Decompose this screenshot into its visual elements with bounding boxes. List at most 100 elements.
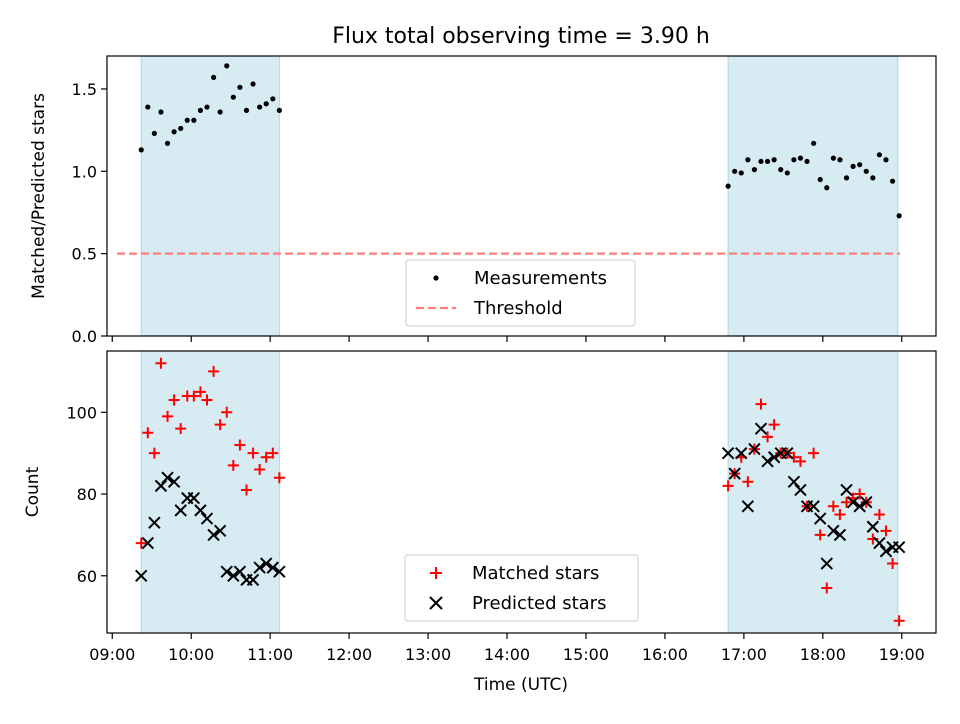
y-tick-label: 0.0 <box>72 327 97 346</box>
predicted-star-point <box>794 483 807 497</box>
predicted-star-point <box>781 446 794 460</box>
matched-star-point <box>273 472 285 484</box>
predicted-star-point <box>246 573 260 587</box>
measurement-point <box>889 178 896 184</box>
bottom-legend: Matched stars Predicted stars <box>404 554 639 622</box>
measurement-point <box>732 168 738 174</box>
measurement-point <box>797 155 804 161</box>
predicted-star-point <box>761 455 774 468</box>
predicted-star-point <box>213 524 227 538</box>
measurement-point <box>237 84 243 90</box>
y-tick-label: 0.5 <box>72 245 97 264</box>
predicted-star-point <box>807 500 820 513</box>
predicted-star-point <box>135 569 148 582</box>
matched-star-point <box>887 558 899 570</box>
predicted-star-point <box>227 569 240 582</box>
matched-star-point <box>755 398 767 410</box>
matched-star-point <box>768 419 780 431</box>
predicted-star-point <box>721 446 735 460</box>
matched-star-point <box>162 410 174 422</box>
y-tick-label: 1.5 <box>72 80 97 99</box>
measurement-point <box>178 125 184 132</box>
legend-matched-label: Matched stars <box>472 563 599 584</box>
measurement-point <box>843 175 850 181</box>
matched-star-point <box>168 394 180 406</box>
matched-star-point <box>854 488 866 500</box>
predicted-star-point <box>735 446 748 460</box>
predicted-star-point <box>741 500 755 513</box>
measurement-point <box>784 170 790 176</box>
measurement-point <box>263 101 269 107</box>
matched-star-point <box>254 464 266 476</box>
measurement-point <box>758 158 764 165</box>
predicted-star-point <box>207 528 220 542</box>
predicted-star-point <box>846 496 860 509</box>
predicted-star-point <box>233 565 247 578</box>
predicted-star-point <box>260 557 273 570</box>
predicted-star-point <box>754 422 768 435</box>
measurement-point <box>138 147 144 153</box>
x-tick-label: 18:00 <box>800 645 846 664</box>
predicted-star-point <box>833 528 847 542</box>
matched-star-point <box>794 455 806 467</box>
shaded-interval <box>140 350 280 634</box>
measurement-point <box>243 107 250 113</box>
legend-measurement-label: Measurements <box>474 268 607 289</box>
predicted-star-point <box>860 496 873 509</box>
x-tick-label: 11:00 <box>247 645 293 664</box>
y-tick-label: 60 <box>77 567 97 586</box>
matched-star-point <box>742 476 754 488</box>
predicted-star-point <box>174 504 187 517</box>
predicted-star-point <box>840 483 853 497</box>
measurement-point <box>184 117 190 123</box>
legend-measurement-marker <box>433 275 439 281</box>
matched-star-point <box>142 427 154 439</box>
bottom-y-label: Count <box>23 466 43 517</box>
measurement-point <box>811 140 817 146</box>
measurement-point <box>204 104 210 110</box>
predicted-star-point <box>194 504 207 517</box>
predicted-star-point <box>827 524 840 538</box>
matched-star-point <box>201 394 213 406</box>
matched-star-point <box>214 419 226 431</box>
x-tick-label: 13:00 <box>405 645 451 664</box>
measurement-point <box>791 157 797 163</box>
measurement-point <box>276 107 282 113</box>
x-tick-label: 10:00 <box>168 645 214 664</box>
measurement-point <box>738 170 744 176</box>
measurement-point <box>745 157 751 163</box>
predicted-star-point <box>873 536 886 550</box>
predicted-star-point <box>879 545 893 558</box>
predicted-star-point <box>220 565 233 578</box>
measurement-point <box>863 168 869 174</box>
predicted-star-point <box>253 561 266 574</box>
measurement-point <box>224 63 230 69</box>
matched-star-point <box>260 451 272 463</box>
measurement-point <box>217 109 223 115</box>
measurement-point <box>270 96 276 102</box>
matched-star-point <box>893 615 905 627</box>
measurement-point <box>778 167 784 173</box>
matched-star-point <box>148 447 160 459</box>
top-legend-box <box>405 259 636 327</box>
measurement-point <box>257 104 263 110</box>
measurement-point <box>830 155 836 161</box>
y-tick-label: 80 <box>77 485 97 504</box>
measurement-point <box>751 167 758 173</box>
y-tick-label: 100 <box>66 403 97 422</box>
matched-star-point <box>841 496 853 508</box>
shaded-interval <box>727 350 899 634</box>
measurement-point <box>191 117 197 123</box>
measurement-point <box>250 81 256 87</box>
measurement-point <box>870 175 876 181</box>
matched-star-point <box>722 480 734 492</box>
bottom-legend-box <box>404 554 639 622</box>
matched-star-point <box>240 484 252 496</box>
measurement-point <box>764 158 771 165</box>
predicted-star-point <box>820 557 833 570</box>
matched-star-point <box>135 537 147 549</box>
x-tick-label: 12:00 <box>326 645 372 664</box>
measurement-point <box>164 140 171 146</box>
matched-star-point <box>194 386 206 398</box>
